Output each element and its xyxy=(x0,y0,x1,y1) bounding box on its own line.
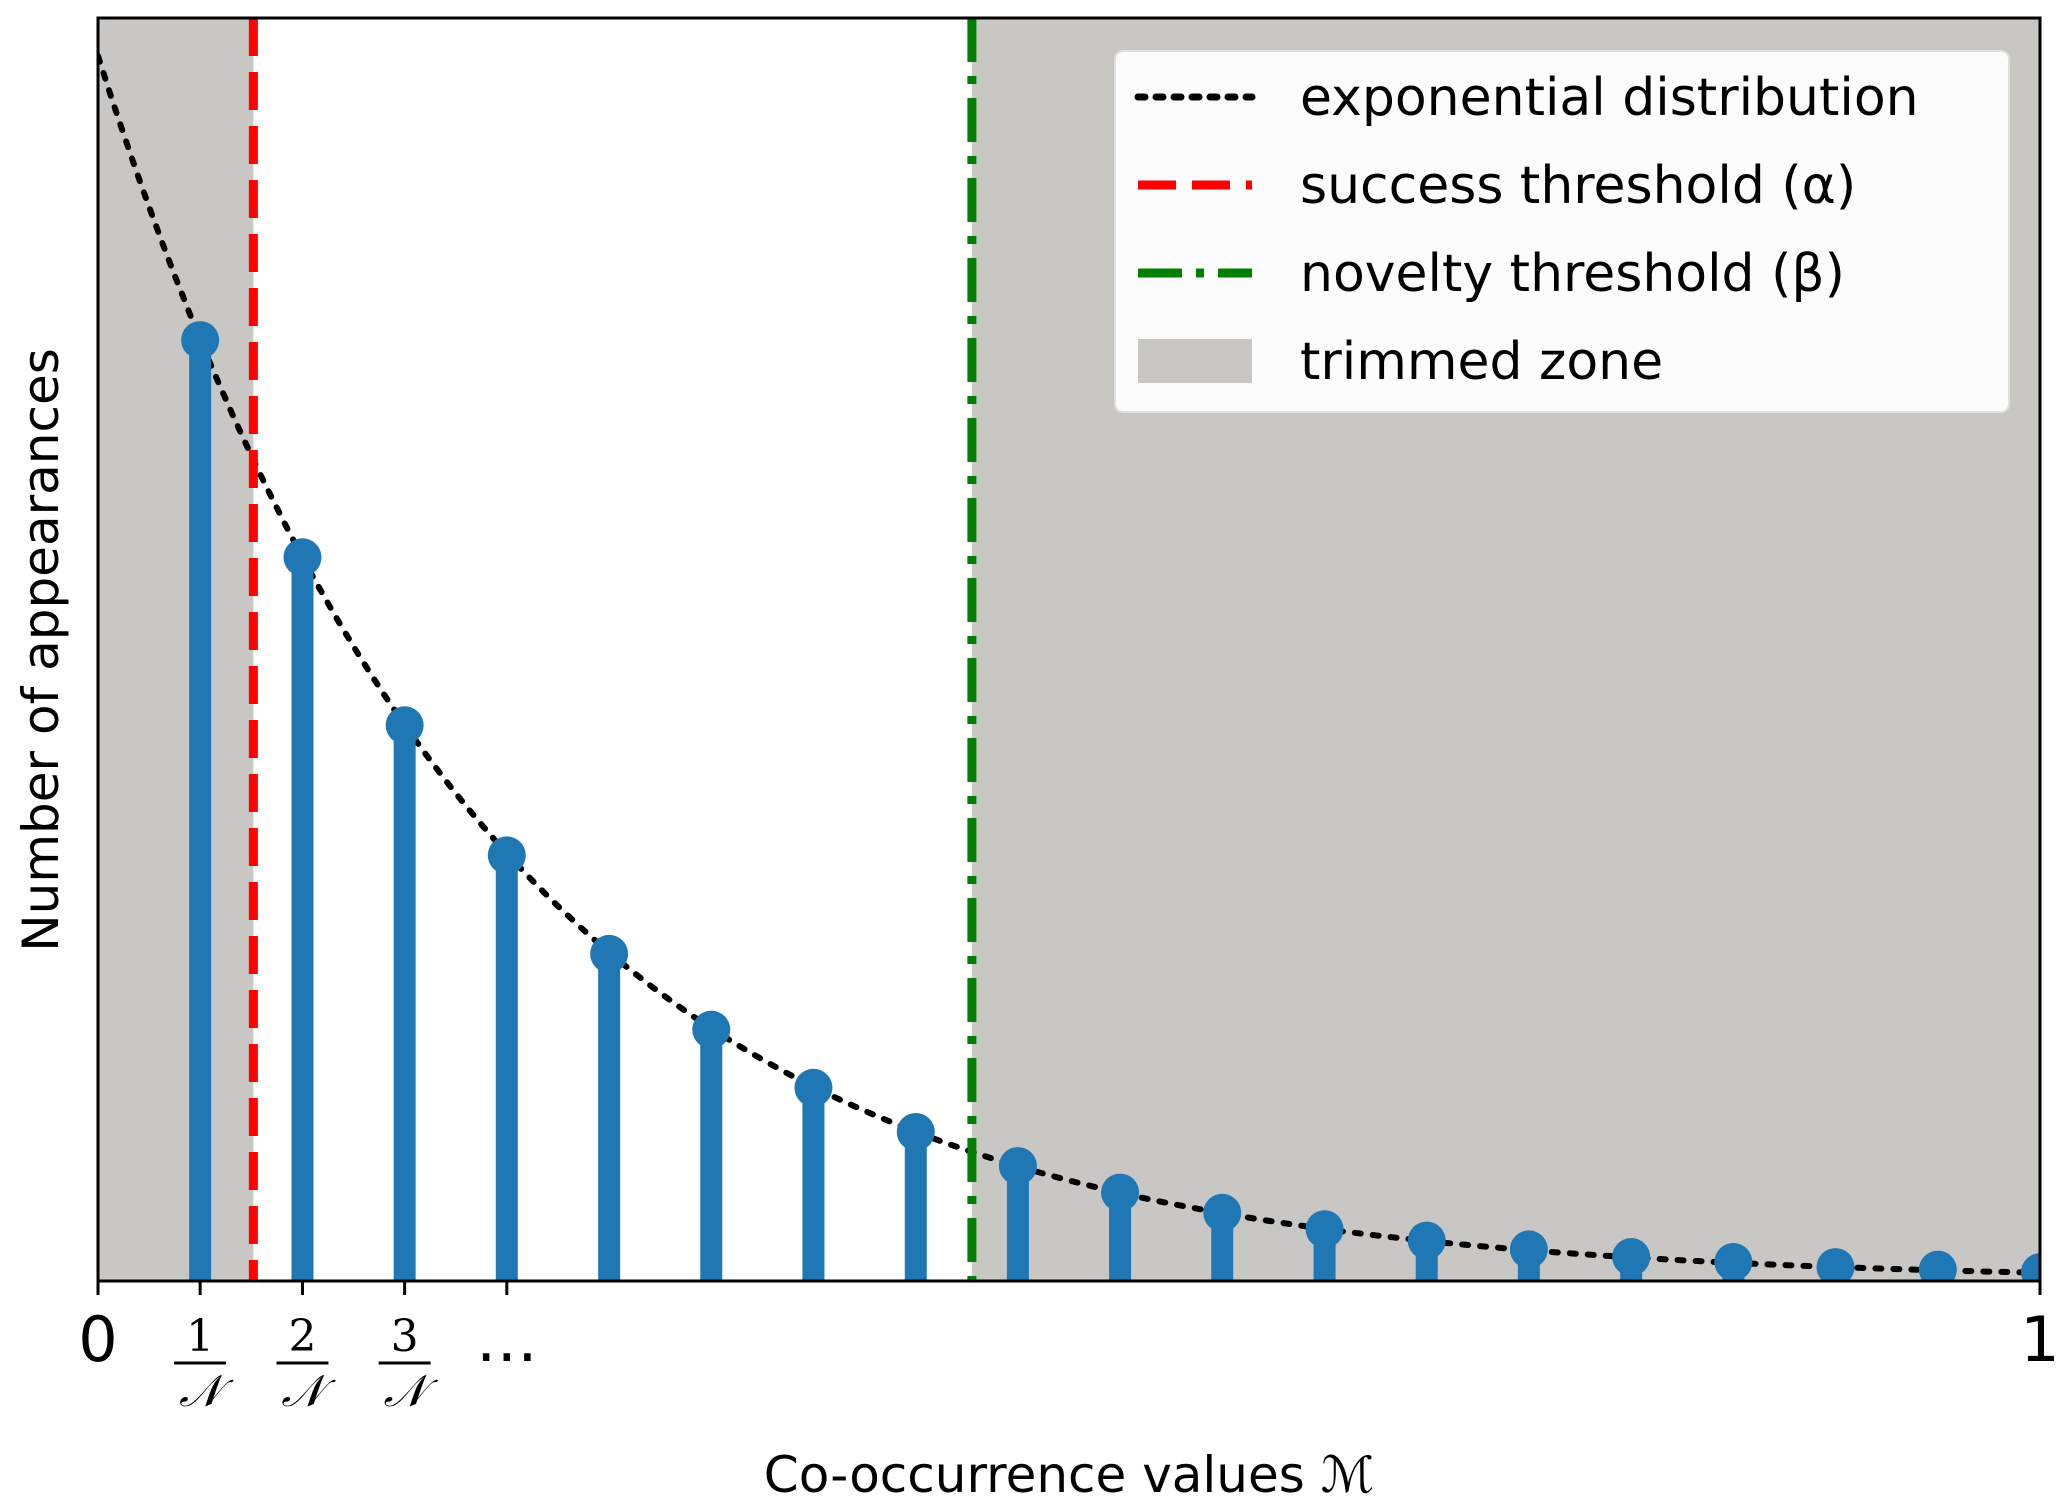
x-tick-numerator-2: 2 xyxy=(288,1311,316,1362)
stem-marker-8 xyxy=(896,1112,935,1151)
stem-marker-6 xyxy=(692,1010,731,1049)
stem-series xyxy=(181,321,2040,1281)
legend-box xyxy=(1114,50,2010,413)
trimmed-zone-0 xyxy=(98,18,254,1281)
stem-marker-13 xyxy=(1407,1221,1446,1260)
stem-marker-14 xyxy=(1509,1230,1548,1269)
legend-label-0: exponential distribution xyxy=(1300,68,1919,128)
stem-marker-5 xyxy=(590,934,629,973)
x-tick-numerator-3: 3 xyxy=(391,1311,419,1362)
legend-label-2: novelty threshold (β) xyxy=(1300,244,1845,304)
stem-marker-3 xyxy=(385,706,424,745)
stem-marker-2 xyxy=(283,538,322,577)
y-axis-label: Number of appearances xyxy=(12,348,70,952)
x-axis-label: Co-occurrence values ℳ xyxy=(764,1446,1374,1504)
stem-marker-1 xyxy=(181,321,220,360)
legend-label-3: trimmed zone xyxy=(1300,332,1663,392)
stem-marker-9 xyxy=(998,1147,1037,1186)
stem-marker-7 xyxy=(794,1068,833,1107)
stem-marker-11 xyxy=(1203,1193,1242,1232)
threshold-lines xyxy=(248,18,977,1281)
x-tick-label-5: 1 xyxy=(2020,1303,2059,1376)
legend-entries: exponential distribution success threshol… xyxy=(1134,68,1919,392)
stem-marker-19 xyxy=(2021,1253,2040,1281)
stem-marker-12 xyxy=(1305,1210,1344,1249)
plot-frame xyxy=(96,16,2042,1283)
stem-marker-4 xyxy=(487,836,526,875)
stem-marker-18 xyxy=(1918,1250,1957,1281)
x-tick-label-4: … xyxy=(476,1303,538,1376)
legend-patch-3 xyxy=(1138,339,1252,383)
stem-marker-15 xyxy=(1612,1238,1651,1277)
x-tick-label-0: 0 xyxy=(78,1303,117,1376)
stem-marker-16 xyxy=(1714,1243,1753,1281)
legend: exponential distribution success threshol… xyxy=(1114,50,2010,413)
stem-marker-17 xyxy=(1816,1248,1855,1281)
x-tick-numerator-1: 1 xyxy=(186,1311,214,1362)
stem-marker-10 xyxy=(1101,1173,1140,1212)
legend-label-1: success threshold (α) xyxy=(1300,156,1856,216)
